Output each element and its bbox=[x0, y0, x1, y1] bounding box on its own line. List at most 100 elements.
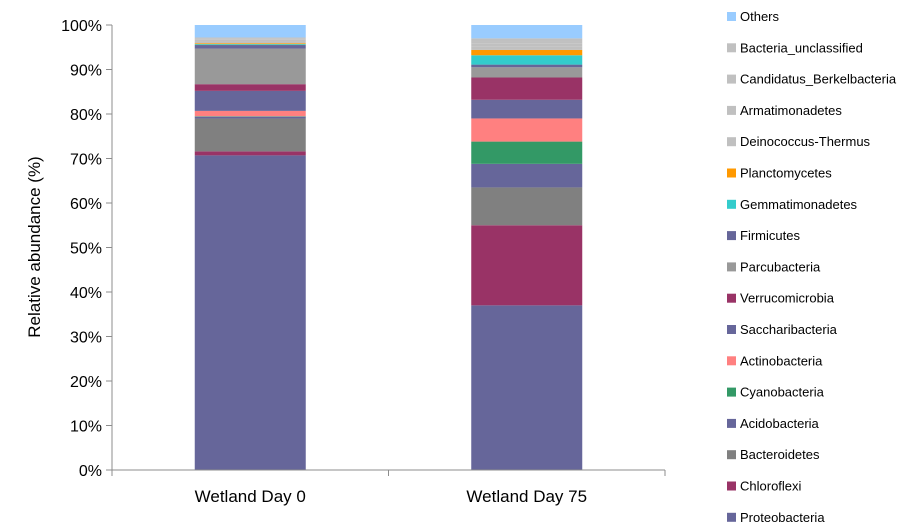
legend-label: Firmicutes bbox=[740, 228, 800, 243]
legend-item: Bacteria_unclassified bbox=[727, 40, 863, 55]
legend-item: Acidobacteria bbox=[727, 416, 820, 431]
bar-segment-candidatus-berkelbacteria bbox=[194, 38, 306, 40]
legend-swatch bbox=[727, 137, 736, 147]
bar-segment-acidobacteria bbox=[471, 163, 583, 188]
y-tick-label: 40% bbox=[70, 285, 102, 302]
bar-segment-saccharibacteria bbox=[471, 99, 583, 119]
legend-swatch bbox=[727, 356, 736, 366]
category-label: Wetland Day 75 bbox=[466, 487, 587, 506]
legend: Others Bacteria_unclassified Candidatus_Be… bbox=[727, 9, 897, 525]
bar-segment-bacteria-unclassified bbox=[194, 37, 306, 39]
y-tick-label: 10% bbox=[70, 419, 102, 436]
bar-segment-others bbox=[194, 25, 306, 38]
bar-segment-verrucomicrobia bbox=[194, 84, 306, 91]
legend-swatch bbox=[727, 387, 736, 397]
legend-swatch bbox=[727, 199, 736, 209]
legend-item: Gemmatimonadetes bbox=[727, 197, 858, 212]
legend-swatch bbox=[727, 168, 736, 178]
legend-item: Others bbox=[727, 9, 780, 24]
legend-swatch bbox=[727, 262, 736, 272]
legend-item: Armatimonadetes bbox=[727, 103, 842, 118]
legend-swatch bbox=[727, 325, 736, 334]
legend-label: Armatimonadetes bbox=[740, 103, 842, 118]
legend-item: Deinococcus-Thermus bbox=[727, 134, 871, 149]
y-tick-label: 90% bbox=[70, 63, 102, 80]
legend-label: Acidobacteria bbox=[740, 416, 820, 431]
legend-item: Saccharibacteria bbox=[727, 322, 838, 337]
bar-segment-proteobacteria bbox=[194, 155, 306, 470]
bar-segment-bacteroidetes bbox=[471, 187, 583, 226]
y-axis-label: Relative abundance (%) bbox=[25, 156, 44, 337]
bar-segment-others bbox=[471, 25, 583, 39]
bar-segment-deinococcus-thermus bbox=[471, 46, 583, 50]
bar-segment-chloroflexi bbox=[194, 151, 306, 156]
bar-segment-parcubacteria bbox=[471, 67, 583, 78]
y-tick-label: 30% bbox=[70, 330, 102, 347]
legend-label: Parcubacteria bbox=[740, 259, 821, 274]
y-axis-ticks: 0% 10% 20% 30% 40% 50% 60% 70% 80% 90% 100% bbox=[61, 18, 112, 480]
y-tick-label: 70% bbox=[70, 152, 102, 169]
legend-item: Actinobacteria bbox=[727, 353, 823, 368]
bar-segment-firmicutes bbox=[194, 45, 306, 49]
legend-label: Saccharibacteria bbox=[740, 322, 838, 337]
legend-label: Others bbox=[740, 9, 780, 24]
axes bbox=[111, 25, 666, 476]
category-labels: Wetland Day 0 Wetland Day 75 bbox=[195, 487, 587, 506]
legend-label: Bacteroidetes bbox=[740, 447, 820, 462]
legend-item: Parcubacteria bbox=[727, 259, 821, 274]
bar-segment-proteobacteria bbox=[471, 305, 583, 470]
legend-label: Cyanobacteria bbox=[740, 385, 825, 400]
legend-label: Planctomycetes bbox=[740, 166, 832, 181]
legend-swatch bbox=[727, 43, 736, 53]
legend-label: Deinococcus-Thermus bbox=[740, 134, 871, 149]
bar-segment-bacteria-unclassified bbox=[471, 38, 583, 42]
legend-swatch bbox=[727, 450, 736, 460]
legend-swatch bbox=[727, 74, 736, 84]
y-tick-label: 60% bbox=[70, 196, 102, 213]
bar-segment-deinococcus-thermus bbox=[194, 41, 306, 44]
legend-label: Bacteria_unclassified bbox=[740, 40, 863, 55]
bar-segment-actinobacteria bbox=[194, 110, 306, 117]
bar-segment-actinobacteria bbox=[471, 118, 583, 142]
legend-swatch bbox=[727, 105, 736, 115]
bar-segment-gemmatimonadetes bbox=[471, 55, 583, 65]
legend-item: Chloroflexi bbox=[727, 479, 802, 494]
legend-swatch bbox=[727, 481, 736, 491]
bar-segment-saccharibacteria bbox=[194, 90, 306, 111]
y-tick-label: 20% bbox=[70, 374, 102, 391]
legend-swatch bbox=[727, 418, 736, 428]
bars bbox=[194, 25, 583, 470]
legend-item: Cyanobacteria bbox=[727, 385, 825, 400]
bar-segment-verrucomicrobia bbox=[471, 77, 583, 100]
bar-segment-armatimonadetes bbox=[194, 39, 306, 42]
y-tick-label: 50% bbox=[70, 241, 102, 258]
legend-label: Verrucomicrobia bbox=[740, 291, 835, 306]
legend-swatch bbox=[727, 293, 736, 303]
bar-segment-bacteroidetes bbox=[194, 118, 306, 152]
y-tick-label: 80% bbox=[70, 107, 102, 124]
bar-segment-firmicutes bbox=[471, 64, 583, 68]
bar-segment-parcubacteria bbox=[194, 48, 306, 85]
legend-swatch bbox=[727, 512, 736, 522]
bar-segment-chloroflexi bbox=[471, 225, 583, 306]
bar-segment-cyanobacteria bbox=[471, 141, 583, 164]
legend-item: Verrucomicrobia bbox=[727, 291, 835, 306]
legend-label: Proteobacteria bbox=[740, 510, 825, 525]
y-tick-label: 100% bbox=[61, 18, 102, 35]
legend-label: Candidatus_Berkelbacteria bbox=[740, 72, 897, 87]
bar-segment-gemmatimonadetes bbox=[194, 44, 306, 46]
legend-item: Proteobacteria bbox=[727, 510, 825, 525]
legend-swatch bbox=[727, 12, 736, 21]
legend-label: Actinobacteria bbox=[740, 353, 823, 368]
legend-label: Gemmatimonadetes bbox=[740, 197, 858, 212]
bar-segment-candidatus-berkelbacteria bbox=[471, 41, 583, 44]
legend-label: Chloroflexi bbox=[740, 479, 802, 494]
y-tick-label: 0% bbox=[79, 463, 102, 480]
bar-segment-planctomycetes bbox=[471, 49, 583, 56]
legend-item: Firmicutes bbox=[727, 228, 800, 243]
bar-segment-acidobacteria bbox=[194, 116, 306, 119]
legend-swatch bbox=[727, 231, 736, 241]
category-label: Wetland Day 0 bbox=[195, 487, 306, 506]
legend-item: Bacteroidetes bbox=[727, 447, 820, 462]
